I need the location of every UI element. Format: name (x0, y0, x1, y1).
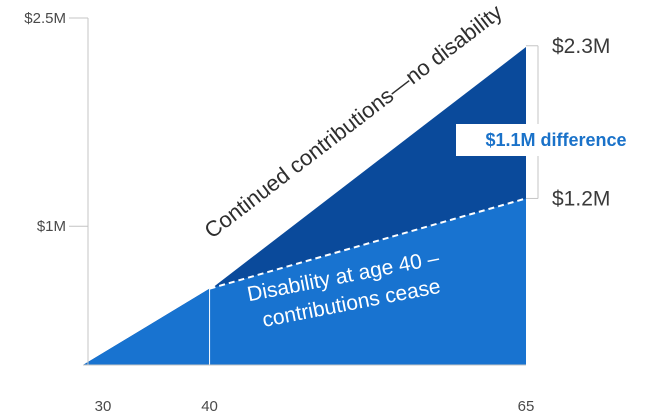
x-tick-label-65: 65 (518, 398, 535, 414)
difference-badge-background (456, 124, 656, 156)
y-tick-label-1m: $1M (37, 218, 66, 235)
area-disability-at-40 (83, 198, 526, 365)
end-value-label-upper: $2.3M (552, 35, 610, 58)
x-tick-label-30: 30 (95, 398, 112, 414)
y-tick-label-2-5m: $2.5M (24, 10, 66, 27)
difference-badge-label: $1.1M difference (485, 130, 626, 150)
line-disability-dashed (209, 197, 527, 290)
x-tick-label-40: 40 (201, 398, 218, 414)
end-value-label-lower: $1.2M (552, 187, 610, 210)
line-continued-contributions (208, 44, 527, 290)
